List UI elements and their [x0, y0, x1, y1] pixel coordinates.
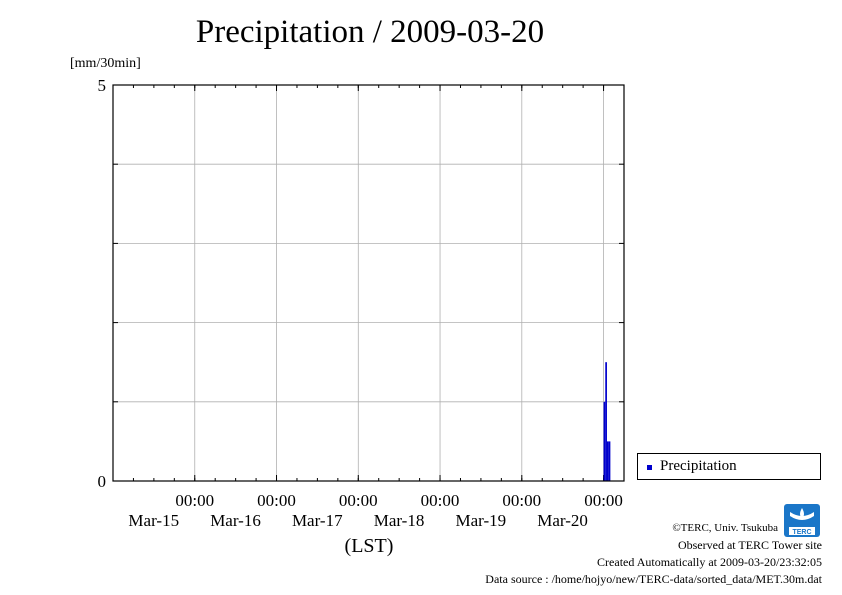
- x-tick-time-label: 00:00: [257, 491, 296, 510]
- chart-title: Precipitation / 2009-03-20: [195, 14, 545, 50]
- x-tick-date-label: Mar-17: [292, 511, 343, 530]
- y-axis-unit-label: [mm/30min]: [70, 56, 141, 71]
- x-tick-time-label: 00:00: [339, 491, 378, 510]
- legend: Precipitation: [637, 453, 821, 480]
- copyright-text: ©TERC, Univ. Tsukuba: [672, 522, 778, 534]
- precipitation-bar: [605, 362, 607, 481]
- x-tick-date-label: Mar-19: [455, 511, 506, 530]
- x-tick-time-label: 00:00: [584, 491, 623, 510]
- x-tick-date-label: Mar-15: [128, 511, 179, 530]
- legend-swatch: [647, 465, 652, 470]
- plot-frame: [112, 84, 625, 482]
- precipitation-bar: [603, 401, 606, 481]
- y-tick-label: 5: [98, 76, 107, 95]
- legend-label: Precipitation: [660, 458, 737, 474]
- x-axis-label: (LST): [345, 535, 394, 557]
- observed-text: Observed at TERC Tower site: [677, 538, 822, 552]
- x-tick-date-label: Mar-20: [537, 511, 588, 530]
- x-tick-date-label: Mar-18: [374, 511, 425, 530]
- x-tick-date-label: Mar-16: [210, 511, 261, 530]
- source-text: Data source : /home/hojyo/new/TERC-data/…: [485, 572, 822, 586]
- precipitation-bar: [606, 441, 609, 481]
- x-tick-time-label: 00:00: [502, 491, 541, 510]
- created-text: Created Automatically at 2009-03-20/23:3…: [597, 555, 822, 569]
- logo-text: TERC: [792, 529, 811, 536]
- x-tick-time-label: 00:00: [175, 491, 214, 510]
- y-tick-label: 0: [98, 472, 107, 491]
- terc-logo-icon: TERC: [784, 504, 820, 537]
- x-tick-time-label: 00:00: [421, 491, 460, 510]
- credits: ©TERC, Univ. Tsukuba Observed at TERC To…: [485, 520, 822, 588]
- precipitation-bar: [608, 441, 611, 481]
